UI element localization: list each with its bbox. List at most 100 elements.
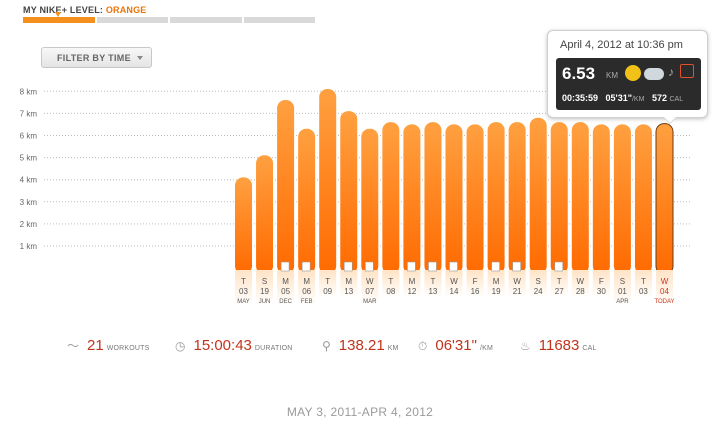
- level-marker-icon: [55, 12, 61, 17]
- bar: [298, 128, 316, 274]
- x-tick-date: 07: [365, 287, 374, 296]
- distance-unit: KM: [387, 345, 399, 352]
- y-tick-label: 3 km: [20, 198, 38, 207]
- x-tick-day: W: [661, 277, 669, 286]
- tooltip-duration: 00:35:59: [562, 93, 599, 103]
- x-tick-day: S: [536, 277, 541, 286]
- note-icon: [554, 261, 564, 272]
- x-tick-month: MAR: [363, 299, 377, 305]
- bar: [466, 124, 484, 274]
- bar: [613, 124, 631, 274]
- sad-face-icon: [625, 65, 641, 81]
- nike-level: MY NIKE+ LEVEL: ORANGE: [23, 5, 147, 15]
- filter-by-time-button[interactable]: FILTER BY TIME: [41, 47, 152, 68]
- x-tick-date: 04: [660, 287, 669, 296]
- x-label-background: [656, 270, 673, 306]
- bar: [361, 128, 379, 274]
- x-tick-day: T: [325, 277, 330, 286]
- tooltip-date: April 4, 2012 at 10:36 pm: [560, 39, 683, 51]
- bar: [508, 122, 526, 274]
- note-icon: [364, 261, 374, 272]
- x-tick-date: 19: [260, 287, 269, 296]
- x-label-background: [466, 270, 484, 298]
- flame-icon: ♨: [520, 339, 531, 353]
- x-label-background: [487, 270, 505, 298]
- note-icon: [407, 261, 416, 272]
- trend-line-icon: 〜: [67, 339, 80, 353]
- note-icon: [280, 261, 290, 272]
- x-tick-day: M: [493, 277, 500, 286]
- x-tick-day: F: [599, 277, 604, 286]
- note-icon: [491, 261, 500, 272]
- clock-icon: ◷: [175, 339, 186, 353]
- bar: [487, 122, 505, 274]
- tooltip-distance: 6.53: [562, 64, 596, 83]
- x-label-background: [382, 270, 400, 298]
- bar: [571, 122, 589, 274]
- x-label-background: [424, 270, 442, 298]
- x-tick-day: T: [641, 277, 646, 286]
- note-icon: [428, 261, 437, 272]
- calories-unit: CAL: [582, 345, 597, 352]
- x-tick-date: 05: [281, 287, 290, 296]
- bar: [424, 122, 442, 274]
- x-tick-date: 19: [492, 287, 501, 296]
- bar: [445, 124, 463, 274]
- x-label-background: [529, 270, 547, 298]
- x-label-background: [361, 270, 379, 306]
- music-icon: ♪: [668, 65, 674, 79]
- y-tick-label: 8 km: [20, 87, 38, 96]
- level-value: ORANGE: [105, 5, 147, 15]
- y-tick-label: 5 km: [20, 154, 38, 163]
- date-range: MAY 3, 2011-APR 4, 2012: [286, 405, 434, 419]
- level-segment: [243, 17, 315, 23]
- note-icon: [449, 261, 458, 272]
- x-tick-month: APR: [616, 299, 629, 305]
- tooltip-stats: 00:35:59 05'31"/KM 572 CAL: [562, 93, 683, 103]
- tooltip-pace: 05'31": [605, 93, 632, 103]
- x-tick-date: 24: [534, 287, 543, 296]
- x-label-background: [403, 270, 421, 298]
- x-tick-date: 12: [407, 287, 416, 296]
- x-tick-month: TODAY: [654, 299, 674, 305]
- x-tick-date: 27: [555, 287, 564, 296]
- note-icon: [343, 261, 353, 272]
- distance-value: 138.21: [338, 337, 385, 354]
- tooltip-pointer-inner: [664, 117, 676, 123]
- x-label-background: [613, 270, 631, 306]
- level-segment: [170, 17, 242, 23]
- stat-duration: ◷ 15:00:43 DURATION: [175, 337, 293, 354]
- x-tick-day: W: [366, 277, 374, 286]
- x-tick-date: 01: [618, 287, 627, 296]
- bar: [403, 124, 421, 274]
- bar: [634, 124, 652, 274]
- note-icon: [512, 261, 521, 272]
- x-label-background: [571, 270, 589, 298]
- stat-distance: ⚲ 138.21 KM: [322, 337, 399, 354]
- x-label-background: [445, 270, 463, 298]
- x-tick-day: W: [450, 277, 458, 286]
- x-tick-month: MAY: [237, 299, 250, 305]
- calories-value: 11683: [538, 337, 580, 354]
- duration-value: 15:00:43: [193, 337, 252, 354]
- x-tick-day: M: [409, 277, 416, 286]
- x-tick-date: 14: [450, 287, 459, 296]
- tooltip-calories: 572: [651, 93, 667, 103]
- x-tick-day: W: [577, 277, 585, 286]
- filter-label: FILTER BY TIME: [57, 52, 131, 63]
- level-segment: [23, 17, 95, 23]
- x-label-background: [340, 270, 358, 298]
- x-label-background: [508, 270, 526, 298]
- bar: [382, 122, 400, 274]
- y-tick-label: 6 km: [20, 132, 38, 141]
- tooltip-pace-unit: /KM: [631, 96, 645, 103]
- pace-value: 06'31": [435, 337, 477, 354]
- level-progress-bar: [23, 17, 315, 23]
- bars: [235, 88, 674, 275]
- x-tick-day: T: [388, 277, 393, 286]
- x-tick-day: M: [282, 277, 289, 286]
- x-tick-day: S: [262, 277, 267, 286]
- note-icon: [301, 261, 311, 272]
- x-tick-date: 08: [386, 287, 395, 296]
- bar: [655, 123, 674, 275]
